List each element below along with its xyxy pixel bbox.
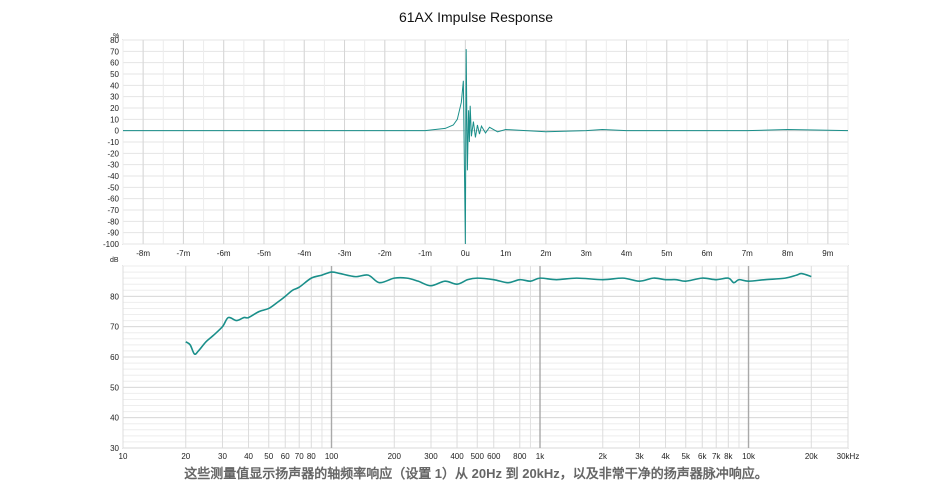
impulse-x-tick-label: 5m	[661, 249, 672, 258]
impulse-y-unit: %	[113, 33, 119, 40]
frequency-x-tick-label: 200	[388, 452, 402, 461]
frequency-y-tick-label: 30	[110, 444, 119, 453]
impulse-y-tick-label: -90	[107, 229, 119, 238]
impulse-y-tick-label: 20	[110, 104, 119, 113]
frequency-x-tick-label: 6k	[698, 452, 707, 461]
impulse-x-tick-label: -8m	[136, 249, 150, 258]
impulse-x-tick-label: -7m	[177, 249, 191, 258]
impulse-x-tick-label: -2m	[378, 249, 392, 258]
impulse-y-tick-label: 0	[115, 127, 120, 136]
frequency-x-tick-label: 50	[264, 452, 273, 461]
caption-text: 这些测量值显示扬声器的轴频率响应（设置 1）从 20Hz 到 20kHz，以及非…	[184, 466, 768, 481]
frequency-x-tick-label: 30kHz	[837, 452, 860, 461]
impulse-y-tick-label: -20	[107, 149, 119, 158]
impulse-x-tick-label: 4m	[621, 249, 632, 258]
impulse-x-tick-label: -3m	[338, 249, 352, 258]
frequency-x-tick-label: 500	[471, 452, 485, 461]
impulse-y-tick-label: 50	[110, 70, 119, 79]
frequency-y-tick-label: 70	[110, 323, 119, 332]
impulse-x-tick-label: 9m	[822, 249, 833, 258]
frequency-y-tick-label: 40	[110, 414, 119, 423]
impulse-panel: 80 70 60 50 40 30 20 10 0 -10 -20 -30 -40 -50 -60 -70 -8…	[103, 33, 849, 258]
impulse-y-tick-label: -100	[103, 240, 120, 249]
impulse-y-tick-label: 10	[110, 115, 119, 124]
frequency-x-tick-label: 20k	[805, 452, 819, 461]
frequency-x-tick-label: 400	[450, 452, 464, 461]
frequency-x-tick-label: 100	[325, 452, 339, 461]
impulse-y-tick-label: -30	[107, 161, 119, 170]
frequency-series-line	[185, 271, 812, 356]
impulse-x-tick-label: -4m	[297, 249, 311, 258]
impulse-y-tick-label: -40	[107, 172, 119, 181]
frequency-x-tick-label: 7k	[712, 452, 721, 461]
impulse-y-tick-label: -50	[107, 183, 119, 192]
impulse-y-tick-label: -70	[107, 206, 119, 215]
impulse-y-tick-label: 80	[110, 36, 119, 45]
frequency-x-tick-label: 3k	[635, 452, 644, 461]
frequency-x-tick-label: 10	[119, 452, 128, 461]
impulse-y-tick-label: 60	[110, 59, 119, 68]
impulse-x-tick-label: 2m	[540, 249, 551, 258]
frequency-x-tick-label: 4k	[661, 452, 670, 461]
frequency-x-tick-label: 8k	[724, 452, 733, 461]
impulse-x-tick-label: 8m	[782, 249, 793, 258]
frequency-x-tick-label: 10k	[742, 452, 756, 461]
impulse-y-tick-label: 30	[110, 93, 119, 102]
impulse-y-tick-label: 70	[110, 47, 119, 56]
impulse-x-tick-label: -5m	[257, 249, 271, 258]
frequency-y-tick-label: 80	[110, 292, 119, 301]
impulse-x-tick-label: 6m	[701, 249, 712, 258]
impulse-x-tick-label: -1m	[418, 249, 432, 258]
frequency-x-tick-label: 2k	[599, 452, 608, 461]
frequency-x-tick-label: 70	[295, 452, 304, 461]
impulse-x-tick-label: 0u	[461, 249, 470, 258]
frequency-y-tick-label: 50	[110, 383, 119, 392]
frequency-x-tick-label: 40	[244, 452, 253, 461]
chart-title: 61AX Impulse Response	[398, 9, 554, 25]
frequency-x-tick-label: 5k	[682, 452, 691, 461]
impulse-y-tick-label: -60	[107, 195, 119, 204]
impulse-x-tick-label: 7m	[742, 249, 753, 258]
impulse-x-tick-label: 1m	[500, 249, 511, 258]
frequency-x-tick-label: 800	[513, 452, 527, 461]
impulse-x-tick-label: -6m	[217, 249, 231, 258]
frequency-x-tick-label: 60	[281, 452, 290, 461]
impulse-series-line	[123, 49, 849, 245]
impulse-y-tick-label: -80	[107, 217, 119, 226]
frequency-x-tick-label: 20	[181, 452, 190, 461]
frequency-x-tick-label: 600	[487, 452, 501, 461]
impulse-y-tick-label: 40	[110, 81, 119, 90]
frequency-x-tick-label: 30	[218, 452, 227, 461]
frequency-x-tick-label: 1k	[536, 452, 545, 461]
frequency-x-tick-label: 300	[424, 452, 438, 461]
impulse-x-tick-label: 3m	[581, 249, 592, 258]
frequency-x-tick-label: 80	[307, 452, 316, 461]
impulse-y-tick-label: -10	[107, 138, 119, 147]
frequency-y-unit: dB	[110, 257, 119, 264]
frequency-y-tick-label: 60	[110, 353, 119, 362]
